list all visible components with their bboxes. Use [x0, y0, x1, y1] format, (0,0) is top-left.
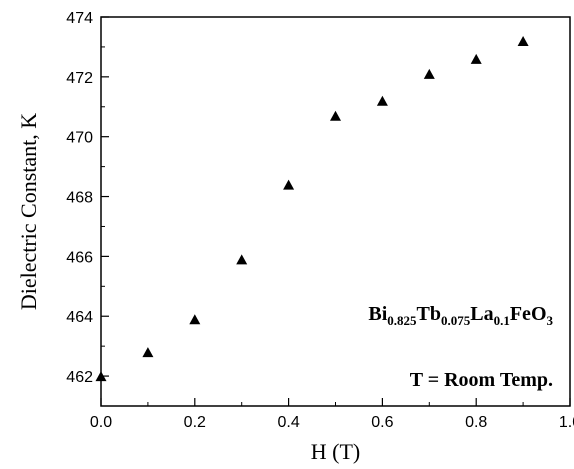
- formula-subscript: 0.825: [387, 313, 417, 328]
- formula-subscript: 0.075: [441, 313, 471, 328]
- data-point-triangle: [470, 53, 482, 64]
- y-tick-label: 466: [66, 249, 93, 266]
- y-axis-ticks: 462 464 466 468 470 472 474: [66, 10, 109, 407]
- data-point-triangle: [189, 314, 201, 325]
- data-point-triangle: [517, 35, 529, 46]
- y-tick-label: 464: [66, 309, 93, 326]
- data-point-triangle: [236, 254, 248, 265]
- x-tick-label: 0.6: [371, 414, 393, 431]
- x-tick-label: 0.0: [90, 414, 112, 431]
- data-point-triangle: [423, 68, 435, 79]
- data-point-triangle: [330, 110, 341, 121]
- y-tick-label: 470: [66, 130, 93, 147]
- x-axis-ticks: 0.0 0.2 0.4 0.6 0.8 1.0: [90, 398, 574, 431]
- y-tick-label: 462: [66, 369, 93, 386]
- temperature-label: T = Room Temp.: [410, 369, 553, 391]
- compound-formula-label: Bi0.825Tb0.075La0.1FeO3: [368, 303, 553, 328]
- plot-frame: [100, 16, 571, 407]
- x-tick-label: 0.8: [465, 414, 487, 431]
- x-axis-title: H (T): [311, 439, 360, 464]
- y-tick-label: 472: [66, 70, 93, 87]
- data-point-triangle: [142, 347, 154, 358]
- formula-subscript: 3: [547, 313, 554, 328]
- formula-subscript: 0.1: [494, 313, 510, 328]
- formula-element: Bi: [368, 303, 387, 325]
- y-tick-label: 468: [66, 190, 93, 207]
- formula-element: Tb: [417, 303, 441, 325]
- x-tick-label: 0.2: [184, 414, 206, 431]
- data-point-triangle: [283, 179, 295, 190]
- x-tick-label: 1.0: [559, 414, 574, 431]
- y-axis-title: Dielectric Constant, K: [16, 113, 41, 310]
- data-points: [95, 35, 529, 382]
- y-tick-label: 474: [66, 10, 93, 27]
- data-point-triangle: [376, 95, 388, 106]
- formula-element: La: [470, 303, 493, 325]
- formula-element: FeO: [510, 303, 547, 325]
- x-tick-label: 0.4: [277, 414, 299, 431]
